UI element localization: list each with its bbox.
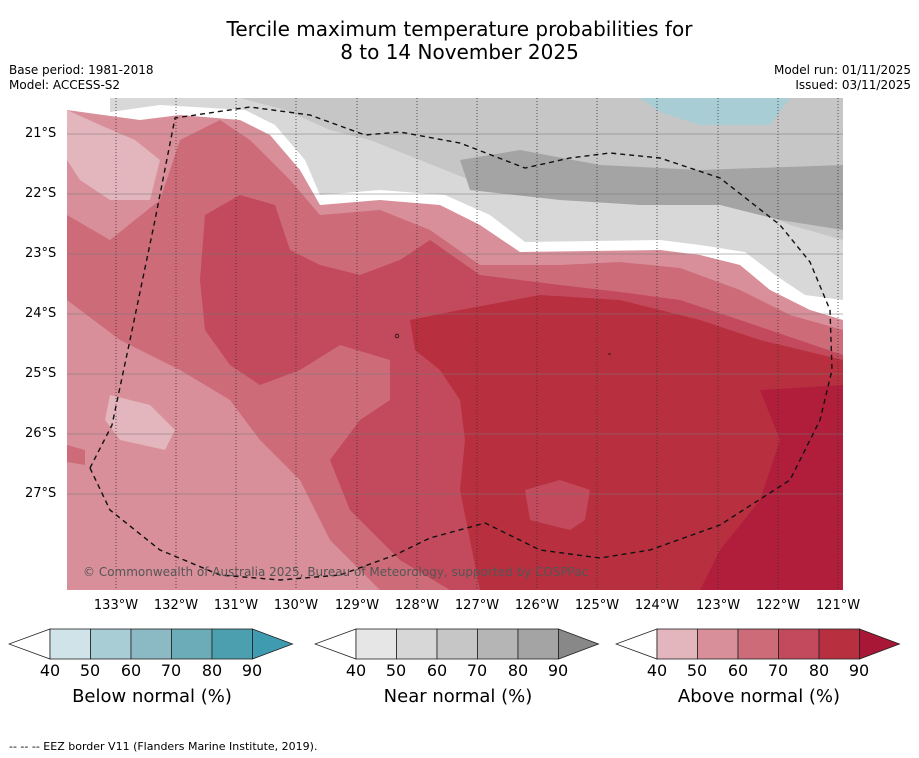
cb-tick: 50 (686, 661, 708, 680)
cb-tick: 60 (120, 661, 142, 680)
lat-label: 25°S (25, 366, 57, 381)
region-below-50 (640, 98, 790, 125)
colorbar-label-near: Near normal (%) (383, 686, 533, 707)
probability-map (67, 98, 843, 590)
cb-tick: 60 (426, 661, 448, 680)
colorbar-segment (737, 628, 779, 660)
lat-label: 22°S (25, 186, 57, 201)
eez-border (89, 106, 833, 581)
colorbar-segment (778, 628, 820, 660)
colorbar-segment (130, 628, 172, 660)
lon-label: 124°W (634, 598, 680, 613)
lon-label: 125°W (574, 598, 620, 613)
cb-tick: 40 (646, 661, 668, 680)
cb-tick: 60 (727, 661, 749, 680)
eez-footnote: -- -- -- EEZ border V11 (Flanders Marine… (9, 740, 318, 753)
cb-tick: 80 (507, 661, 529, 680)
lon-label: 133°W (93, 598, 139, 613)
cb-tick: 70 (767, 661, 789, 680)
cb-tick: 90 (241, 661, 263, 680)
lat-label: 24°S (25, 306, 57, 321)
meta-right: Model run: 01/11/2025 Issued: 03/11/2025 (774, 63, 911, 93)
colorbar-extend-high (558, 628, 600, 660)
lon-label: 127°W (454, 598, 500, 613)
colorbar-segment (90, 628, 132, 660)
colorbar-segment (517, 628, 559, 660)
region-above-40-w (105, 395, 175, 450)
colorbar-below-normal (8, 628, 294, 660)
lat-label: 26°S (25, 426, 57, 441)
cb-tick: 70 (160, 661, 182, 680)
lon-label: 128°W (394, 598, 440, 613)
lon-label: 132°W (153, 598, 199, 613)
lon-label: 129°W (334, 598, 380, 613)
graticule (67, 98, 843, 590)
issued-date: Issued: 03/11/2025 (795, 78, 911, 92)
colorbar-segment (697, 628, 739, 660)
title-line-1: Tercile maximum temperature probabilitie… (226, 17, 693, 41)
lon-label: 130°W (273, 598, 319, 613)
lon-label: 121°W (815, 598, 861, 613)
colorbar-segment (171, 628, 213, 660)
colorbar-label-above: Above normal (%) (677, 686, 841, 707)
model-run: Model run: 01/11/2025 (773, 63, 911, 77)
map-title: Tercile maximum temperature probabilitie… (0, 18, 919, 64)
meta-left: Base period: 1981-2018 Model: ACCESS-S2 (9, 63, 154, 93)
cb-tick: 50 (385, 661, 407, 680)
cb-tick: 80 (808, 661, 830, 680)
base-period: Base period: 1981-2018 (9, 63, 154, 77)
colorbar-extend-low (8, 628, 51, 660)
region-above-90 (700, 385, 843, 590)
colorbar-label-below: Below normal (%) (72, 686, 232, 707)
colorbar-above-normal (615, 628, 901, 660)
copyright-notice: © Commonwealth of Australia 2025, Bureau… (83, 565, 589, 579)
model-name: Model: ACCESS-S2 (9, 78, 121, 92)
cb-tick: 90 (848, 661, 870, 680)
colorbar-extend-high (252, 628, 294, 660)
cb-tick: 50 (79, 661, 101, 680)
colorbar-segment (656, 628, 698, 660)
lat-label: 23°S (25, 246, 57, 261)
region-above-40-nw (67, 110, 160, 200)
colorbar-segment (477, 628, 519, 660)
region-above-70-patch (525, 480, 590, 530)
colorbar-near-normal (314, 628, 600, 660)
lon-label: 122°W (755, 598, 801, 613)
title-line-2: 8 to 14 November 2025 (340, 40, 579, 64)
colorbar-segment (211, 628, 253, 660)
lon-label: 126°W (514, 598, 560, 613)
cb-tick: 40 (345, 661, 367, 680)
region-above-60-sw (67, 445, 85, 465)
cb-tick: 80 (201, 661, 223, 680)
colorbar-extend-low (615, 628, 658, 660)
colorbar-segment (49, 628, 91, 660)
colorbar-segment (355, 628, 397, 660)
colorbar-extend-low (314, 628, 357, 660)
region-near-80 (460, 150, 843, 230)
colorbar-segment (396, 628, 438, 660)
island-marker (394, 333, 400, 339)
map-fill-layer (67, 98, 843, 590)
colorbar-segment (818, 628, 860, 660)
lat-label: 21°S (25, 126, 57, 141)
lat-label: 27°S (25, 486, 57, 501)
cb-tick: 40 (39, 661, 61, 680)
colorbar-extend-high (859, 628, 901, 660)
cb-tick: 90 (547, 661, 569, 680)
colorbar-segment (436, 628, 478, 660)
cb-tick: 70 (466, 661, 488, 680)
lon-label: 131°W (213, 598, 259, 613)
lon-label: 123°W (695, 598, 741, 613)
